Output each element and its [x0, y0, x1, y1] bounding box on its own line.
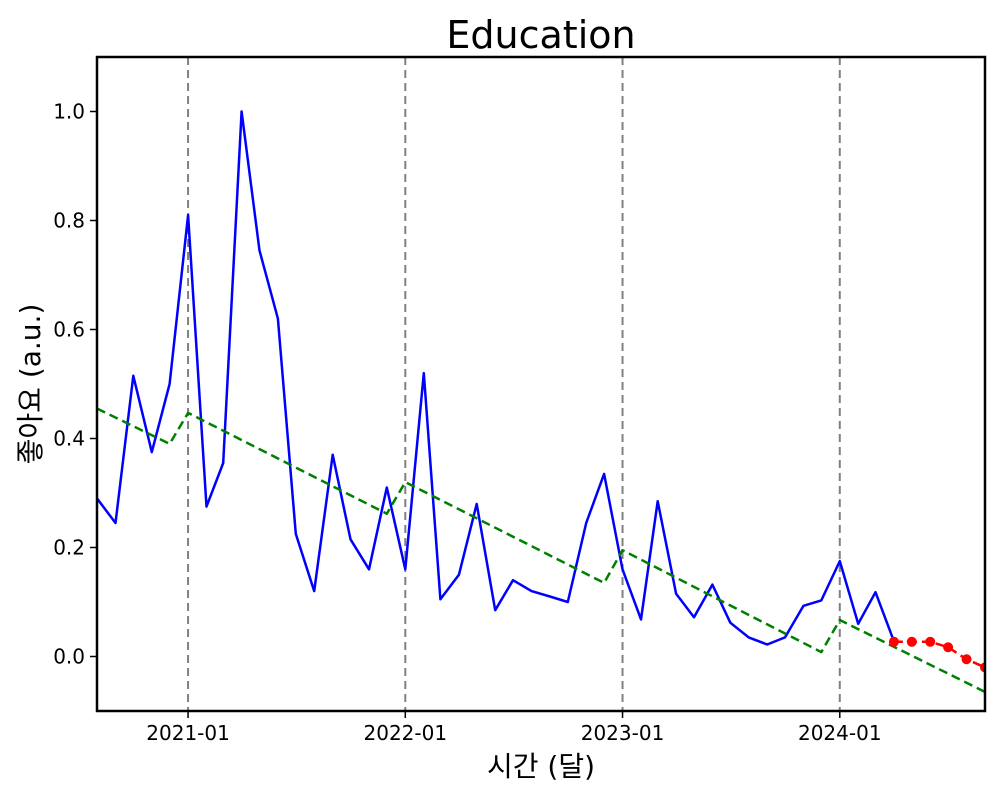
x-tick-label: 2021-01: [146, 721, 230, 745]
x-axis: 2021-01 2022-01 2023-01 2024-01: [146, 711, 882, 745]
y-tick-label: 0.2: [53, 536, 85, 560]
y-tick-label: 0.0: [53, 645, 85, 669]
forecast-point: [906, 636, 917, 647]
y-axis: 0.0 0.2 0.4 0.6 0.8 1.0: [53, 100, 97, 669]
y-tick-label: 1.0: [53, 100, 85, 124]
forecast-point: [888, 636, 899, 647]
x-tick-label: 2024-01: [798, 721, 882, 745]
chart-title: Education: [446, 13, 635, 57]
forecast-point: [943, 642, 954, 653]
x-axis-label: 시간 (달): [487, 750, 595, 783]
x-tick-label: 2023-01: [581, 721, 665, 745]
y-tick-label: 0.8: [53, 209, 85, 233]
y-tick-label: 0.4: [53, 427, 85, 451]
trend-series-line: [97, 407, 985, 694]
forecast-point: [925, 636, 936, 647]
x-tick-label: 2022-01: [364, 721, 448, 745]
y-axis-label: 좋아요 (a.u.): [14, 304, 47, 465]
forecast-point: [961, 654, 972, 665]
observed-series-line: [97, 110, 896, 646]
plot-area: [97, 57, 985, 711]
plot-frame: [95, 55, 987, 713]
y-tick-label: 0.6: [53, 318, 85, 342]
